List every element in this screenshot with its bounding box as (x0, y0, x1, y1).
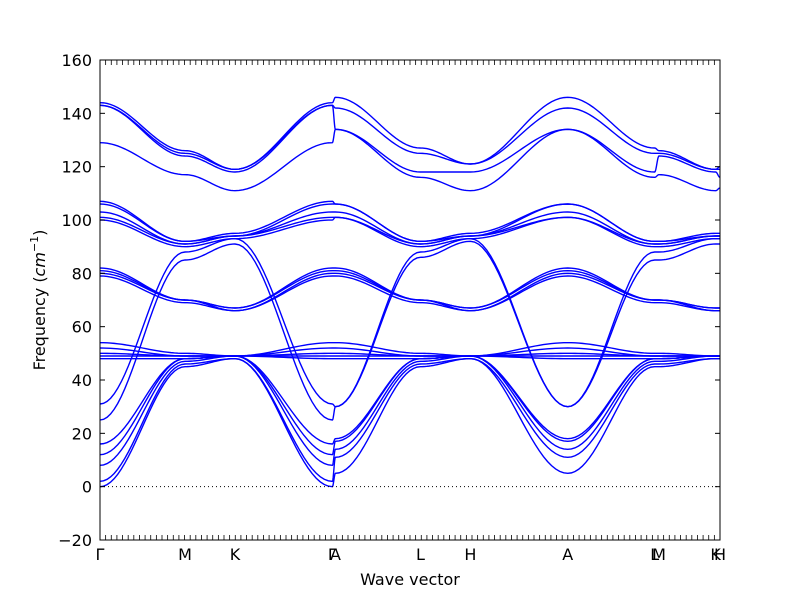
bands-layer (99, 96, 721, 488)
band-line-23 (99, 104, 721, 179)
y-tick-label: 20 (72, 424, 92, 443)
band-line-25 (99, 96, 721, 171)
x-axis-label: Wave vector (360, 570, 460, 589)
y-axis-label: Frequency (cm−1) (28, 230, 49, 371)
y-tick-label: 0 (82, 478, 92, 497)
x-tick-label: Γ (328, 545, 337, 564)
band-line-16 (99, 267, 720, 309)
band-line-5 (99, 355, 720, 445)
x-tick-label: H (714, 545, 726, 564)
band-line-6 (99, 240, 720, 421)
band-line-12 (99, 341, 720, 357)
x-tick-label: M (178, 545, 192, 564)
y-tick-label: 100 (61, 211, 92, 230)
y-axis-label-close: ) (30, 230, 49, 236)
y-tick-label: 60 (72, 318, 92, 337)
x-tick-label: A (330, 545, 341, 564)
x-tick-label: K (230, 545, 241, 564)
y-axis-label-text: Frequency ( (30, 276, 49, 370)
x-tick-label: L (416, 545, 425, 564)
band-line-22 (99, 128, 721, 192)
y-tick-label: 140 (61, 104, 92, 123)
y-tick-label: −20 (58, 531, 92, 550)
x-tick-label: A (562, 545, 573, 564)
y-tick-label: 40 (72, 371, 92, 390)
x-ticks-layer: Γ M K ΓA L H A LM KH (96, 60, 726, 564)
band-line-24 (99, 104, 720, 171)
band-line-21 (99, 200, 720, 243)
y-axis-label-sup: −1 (28, 236, 41, 252)
x-tick-label: M (652, 545, 666, 564)
x-tick-label: H (464, 545, 476, 564)
x-tick-label: L (650, 545, 659, 564)
y-tick-label: 160 (61, 51, 92, 70)
y-tick-label: 120 (61, 158, 92, 177)
band-line-20 (99, 203, 720, 243)
y-axis-label-math: cm (30, 252, 49, 276)
band-line-11 (99, 347, 720, 357)
band-line-2 (99, 357, 720, 483)
band-line-17 (99, 216, 720, 248)
x-tick-label: K (710, 545, 721, 564)
x-tick-label: Γ (96, 545, 105, 564)
y-tick-label: 80 (72, 264, 92, 283)
band-line-3 (99, 355, 720, 467)
y-ticks-layer: −20 0 20 40 60 80 100 120 140 160 (58, 51, 720, 550)
